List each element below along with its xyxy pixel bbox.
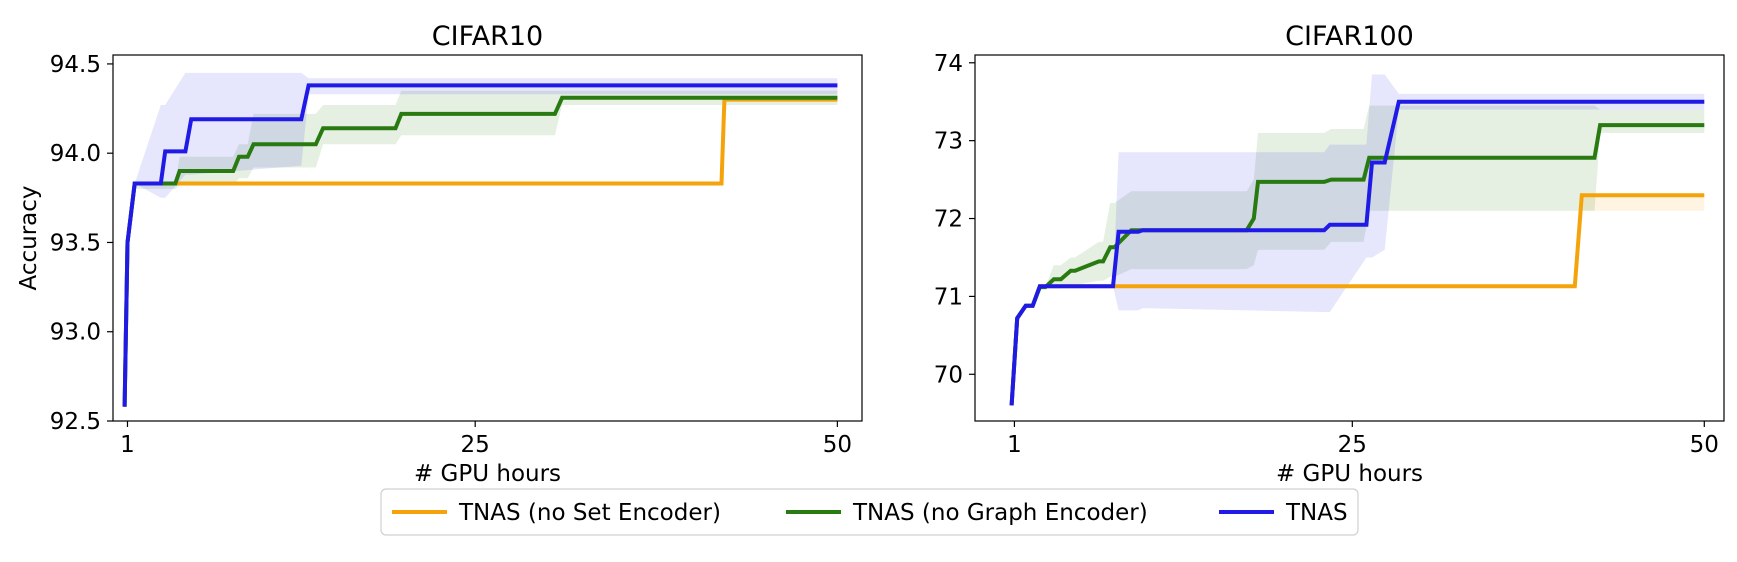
y-tick-label: 73 xyxy=(934,129,963,155)
legend-label-tnas: TNAS xyxy=(1285,500,1348,526)
y-tick-label: 74 xyxy=(934,51,963,77)
y-tick-label: 92.5 xyxy=(50,409,101,435)
x-tick-label: 50 xyxy=(823,432,852,458)
x-tick-label: 25 xyxy=(461,432,490,458)
y-tick-label: 71 xyxy=(934,284,963,310)
y-tick-label: 94.5 xyxy=(50,52,101,78)
legend-frame xyxy=(380,488,1359,536)
x-axis-label: # GPU hours xyxy=(414,461,561,487)
chart-title: CIFAR100 xyxy=(1285,21,1414,52)
chart-panel-cifar100: 1 25 50 70 71 72 73 74 CIFAR100 # GPU hours xyxy=(934,21,1725,487)
series-line-tnas xyxy=(122,83,838,407)
y-axis-label: Accuracy xyxy=(16,185,42,290)
plot-frame xyxy=(974,54,1725,422)
y-tick-label: 93.0 xyxy=(50,320,101,346)
x-tick-label: 1 xyxy=(120,432,135,458)
x-axis-label: # GPU hours xyxy=(1276,461,1423,487)
series-line-tnas xyxy=(1009,99,1705,406)
y-tick-label: 72 xyxy=(934,207,963,233)
series-band-tnas xyxy=(124,72,838,407)
series-band-tnas-no-graph-encoder xyxy=(1011,105,1705,406)
x-tick-label: 50 xyxy=(1690,432,1719,458)
x-tick-label: 25 xyxy=(1338,432,1367,458)
y-tick-label: 70 xyxy=(934,362,963,388)
legend: TNAS (no Set Encoder) TNAS (no Graph Enc… xyxy=(380,488,1359,536)
legend-label-no-set-encoder: TNAS (no Set Encoder) xyxy=(458,500,721,526)
y-tick-label: 94.0 xyxy=(50,141,101,167)
legend-label-no-graph-encoder: TNAS (no Graph Encoder) xyxy=(852,500,1148,526)
x-tick-label: 1 xyxy=(1007,432,1022,458)
chart-title: CIFAR10 xyxy=(432,21,543,52)
series-band-tnas xyxy=(1011,74,1705,406)
plot-frame xyxy=(112,54,863,422)
chart-panel-cifar10: 1 25 50 92.5 93.0 93.5 94.0 94.5 CIFAR10 # GPU ho… xyxy=(16,21,863,487)
y-tick-label: 93.5 xyxy=(50,230,101,256)
